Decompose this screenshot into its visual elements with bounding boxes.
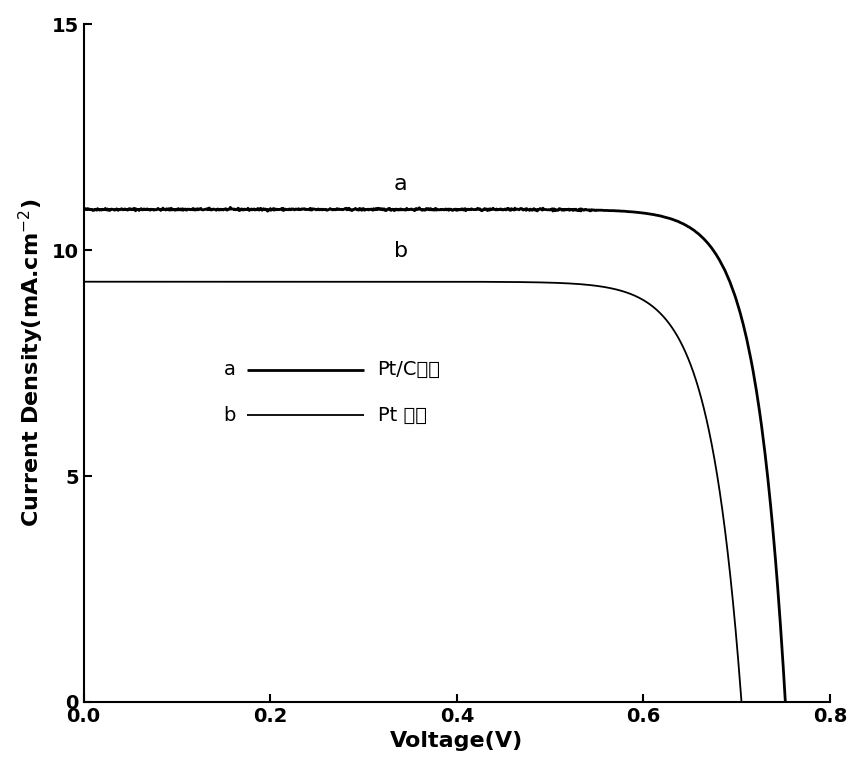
Text: b: b bbox=[394, 241, 408, 261]
Text: Pt 电极: Pt 电极 bbox=[378, 406, 427, 425]
Text: b: b bbox=[224, 406, 236, 425]
Text: a: a bbox=[394, 174, 408, 194]
Text: a: a bbox=[224, 360, 235, 379]
X-axis label: Voltage(V): Voltage(V) bbox=[391, 731, 524, 751]
Y-axis label: Current Density(mA.cm$^{-2}$): Current Density(mA.cm$^{-2}$) bbox=[16, 199, 46, 527]
Text: Pt/C纤维: Pt/C纤维 bbox=[378, 360, 441, 379]
